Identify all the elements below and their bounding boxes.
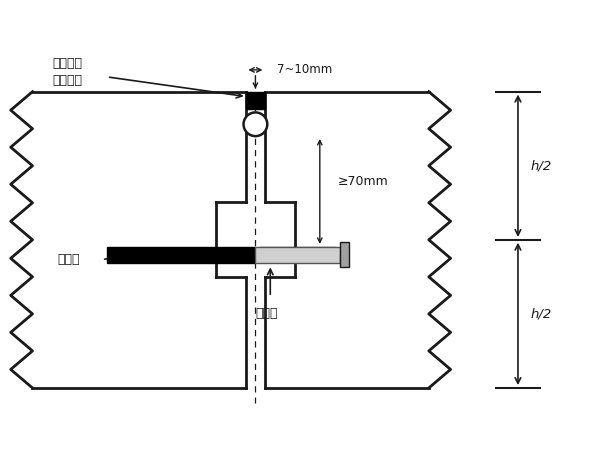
Text: 灌填缝料
背衬幌条: 灌填缝料 背衬幌条: [52, 57, 82, 87]
Bar: [340, 242, 349, 267]
Bar: [107, 247, 256, 262]
Text: 传力杆: 传力杆: [256, 307, 278, 320]
Text: h/2: h/2: [531, 159, 552, 172]
Text: h/2: h/2: [531, 307, 552, 320]
Bar: [245, 92, 265, 109]
Text: 7~10mm: 7~10mm: [277, 63, 332, 76]
Text: ≥70mm: ≥70mm: [338, 175, 388, 188]
Text: 涂氥青: 涂氥青: [57, 253, 80, 266]
Bar: [256, 247, 340, 262]
Circle shape: [244, 112, 268, 136]
